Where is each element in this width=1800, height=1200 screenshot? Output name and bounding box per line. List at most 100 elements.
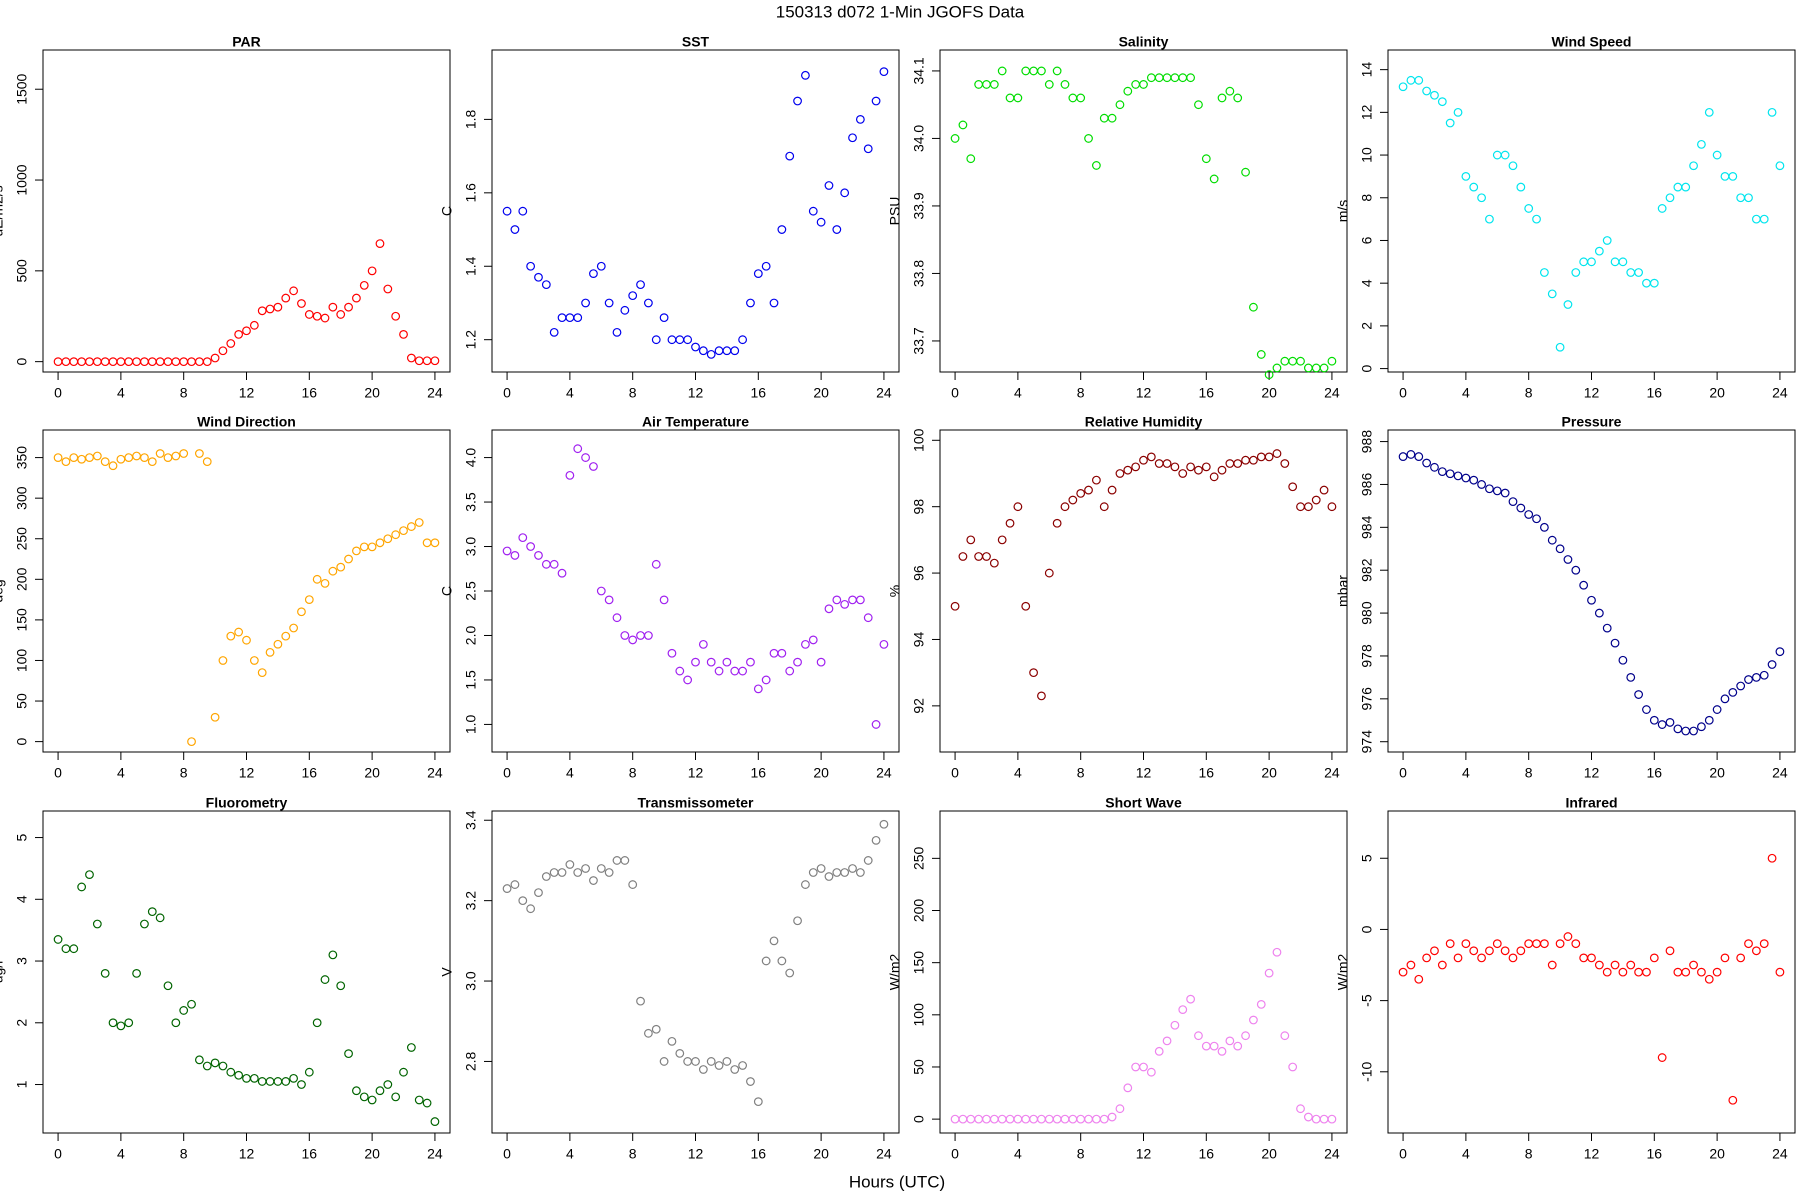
data-point bbox=[628, 635, 638, 645]
x-tick-label: 16 bbox=[302, 765, 318, 781]
data-point bbox=[1485, 484, 1494, 494]
y-axis-label: ug/l bbox=[0, 961, 6, 984]
x-tick-label: 12 bbox=[1584, 765, 1600, 781]
data-point bbox=[1296, 502, 1305, 512]
y-tick-label: 1.6 bbox=[463, 183, 479, 203]
y-tick-label: 988 bbox=[1359, 430, 1375, 454]
y-axis-label: W/m2 bbox=[1335, 954, 1351, 991]
data-point bbox=[1477, 953, 1486, 963]
data-point bbox=[808, 635, 818, 645]
panel: Pressure mbar 0 4 8 12 16 20 24 974 976 978 980 982 98… bbox=[1335, 414, 1796, 781]
y-axis-label: mbar bbox=[1335, 575, 1351, 607]
data-point bbox=[344, 1049, 353, 1059]
data-point bbox=[974, 552, 984, 561]
data-point bbox=[1555, 544, 1565, 554]
data-point bbox=[1602, 623, 1612, 633]
x-tick-label: 24 bbox=[876, 1146, 892, 1162]
data-point bbox=[210, 712, 220, 722]
y-tick-label: 3 bbox=[14, 957, 30, 965]
data-point bbox=[816, 217, 826, 227]
data-point bbox=[1131, 462, 1141, 472]
plot-frame bbox=[491, 810, 900, 1134]
data-point bbox=[336, 981, 346, 991]
y-tick-label: 100 bbox=[14, 649, 30, 673]
data-point bbox=[628, 291, 638, 301]
data-point bbox=[171, 357, 181, 367]
data-point bbox=[604, 298, 614, 308]
data-point bbox=[1249, 455, 1258, 465]
data-point bbox=[1107, 113, 1117, 123]
data-point bbox=[1539, 939, 1549, 949]
data-point bbox=[297, 607, 306, 617]
data-point bbox=[328, 950, 338, 960]
data-point bbox=[706, 1057, 716, 1066]
data-point bbox=[1186, 462, 1196, 472]
data-point bbox=[367, 542, 377, 552]
x-tick-label: 8 bbox=[1525, 385, 1533, 401]
data-point bbox=[344, 302, 353, 312]
data-point bbox=[1201, 154, 1211, 164]
data-point bbox=[1469, 946, 1479, 956]
data-point bbox=[1414, 974, 1424, 984]
y-tick-label: 150 bbox=[911, 951, 927, 975]
data-point bbox=[1123, 1083, 1133, 1093]
data-point bbox=[218, 346, 228, 356]
data-point bbox=[691, 1057, 700, 1066]
data-point bbox=[1084, 1114, 1093, 1124]
data-point bbox=[950, 601, 960, 611]
data-point bbox=[399, 1067, 408, 1077]
data-point bbox=[1217, 93, 1227, 103]
x-tick-label: 12 bbox=[239, 765, 255, 781]
y-tick-label: 4 bbox=[14, 895, 30, 903]
data-point bbox=[620, 631, 630, 640]
data-point bbox=[1414, 75, 1424, 85]
data-point bbox=[541, 872, 551, 881]
data-point bbox=[691, 657, 700, 667]
y-tick-label: 3.0 bbox=[463, 537, 479, 557]
data-point bbox=[281, 293, 291, 303]
data-point bbox=[1587, 595, 1596, 605]
y-tick-label: 300 bbox=[14, 486, 30, 510]
data-point bbox=[966, 535, 976, 545]
panel-title: Air Temperature bbox=[642, 414, 749, 430]
y-tick-label: 33.7 bbox=[911, 327, 927, 354]
data-point bbox=[1437, 97, 1447, 107]
data-point bbox=[643, 631, 653, 640]
data-point bbox=[194, 357, 204, 367]
data-point bbox=[761, 261, 771, 271]
data-point bbox=[1013, 93, 1023, 103]
x-tick-label: 4 bbox=[1014, 765, 1022, 781]
data-point bbox=[1060, 1114, 1070, 1124]
data-point bbox=[147, 357, 157, 367]
data-point bbox=[147, 457, 157, 467]
data-point bbox=[1759, 670, 1769, 680]
data-point bbox=[840, 868, 850, 877]
data-point bbox=[116, 357, 126, 367]
data-point bbox=[1571, 268, 1581, 277]
data-point bbox=[226, 631, 236, 641]
data-point bbox=[863, 144, 873, 154]
data-point bbox=[1665, 718, 1675, 727]
data-point bbox=[202, 357, 212, 367]
y-tick-label: 200 bbox=[911, 899, 927, 923]
x-tick-label: 20 bbox=[364, 765, 380, 781]
data-point bbox=[1099, 502, 1109, 512]
data-point bbox=[974, 1114, 984, 1124]
data-point bbox=[1256, 452, 1266, 462]
data-point bbox=[1225, 459, 1235, 468]
data-point bbox=[1736, 953, 1746, 963]
data-point bbox=[226, 1067, 236, 1077]
data-point bbox=[1697, 967, 1706, 977]
data-point bbox=[194, 1055, 204, 1065]
data-point bbox=[1319, 1114, 1329, 1124]
data-point bbox=[526, 904, 536, 914]
data-point bbox=[1052, 518, 1062, 528]
data-point bbox=[510, 225, 520, 234]
x-tick-label: 4 bbox=[566, 765, 574, 781]
data-point bbox=[1406, 75, 1416, 85]
data-point bbox=[116, 454, 126, 464]
data-point bbox=[1406, 450, 1416, 459]
data-point bbox=[1099, 1114, 1109, 1124]
data-point bbox=[1272, 449, 1282, 458]
